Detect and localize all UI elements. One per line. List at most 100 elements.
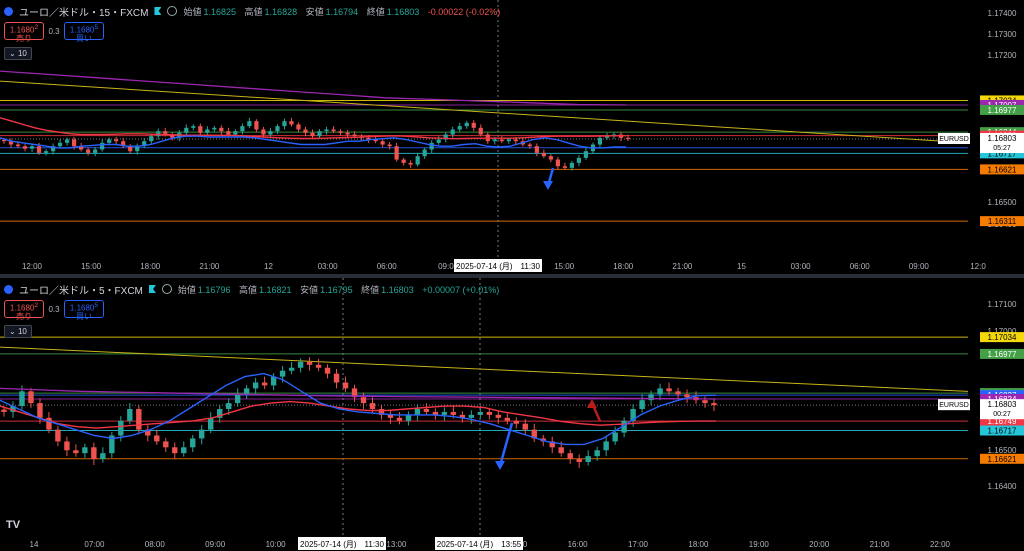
candle	[145, 429, 151, 436]
candle	[109, 435, 115, 454]
candle	[149, 136, 154, 142]
data-status-icon[interactable]	[167, 6, 178, 16]
flag-icon[interactable]	[148, 285, 156, 293]
data-status-icon[interactable]	[161, 284, 172, 294]
price-level-label: 1.16749	[988, 417, 1017, 426]
crosshair-date-label: 2025-07-14 (月) 11:30	[456, 262, 540, 271]
candle	[468, 414, 475, 418]
crosshair-date-tag	[454, 259, 542, 272]
candle	[443, 134, 448, 140]
pane-divider[interactable]	[0, 274, 1024, 278]
chart-header: ユーロ／米ドル・15・FXCM 始値 1.16825 高値 1.16828 安値 1.…	[4, 4, 500, 19]
x-tick-label: 16:00	[568, 540, 589, 549]
price-level-tag	[980, 164, 1024, 175]
ma-fast-line	[0, 135, 626, 149]
chart-canvas-15m[interactable]: 1.174001.173001.172001.165001.164001.170…	[0, 0, 1024, 274]
candle	[135, 146, 140, 152]
candle	[36, 146, 42, 153]
y-tick-label: 1.17300	[988, 30, 1017, 39]
buy-button[interactable]: 1.16805 買い	[64, 300, 104, 320]
candle	[29, 146, 35, 149]
lots-selector[interactable]: ⌄ 10	[4, 47, 32, 60]
x-tick-label: 15	[737, 262, 746, 271]
candle	[569, 162, 575, 168]
flag-icon[interactable]	[154, 7, 162, 15]
candle	[10, 406, 16, 412]
candle	[217, 409, 223, 418]
ma-slow-line	[0, 117, 627, 140]
crosshair-date-tag	[298, 537, 386, 550]
x-tick-label: 06:00	[850, 262, 871, 271]
candle	[387, 414, 394, 418]
candle	[43, 151, 49, 153]
candle	[199, 429, 205, 439]
candle	[422, 149, 427, 157]
high-value: 1.16828	[264, 6, 298, 17]
x-tick-label: 14	[30, 540, 39, 549]
candle	[261, 129, 266, 135]
candle	[226, 131, 231, 135]
x-tick-label: 21:00	[672, 262, 693, 271]
price-level-tag	[980, 148, 1024, 159]
sell-button[interactable]: 1.16802 売り	[4, 22, 44, 42]
candle	[136, 409, 142, 430]
x-tick-label: 13:00	[386, 540, 407, 549]
candle	[118, 420, 124, 436]
candle	[170, 134, 175, 138]
current-price-tag	[980, 399, 1024, 420]
candle	[603, 441, 609, 451]
candle	[499, 139, 504, 142]
candle	[128, 146, 133, 152]
candle	[562, 166, 568, 168]
ma-purple-line	[0, 70, 627, 106]
close-value: 1.16803	[386, 6, 420, 17]
candle	[64, 139, 70, 143]
candle	[548, 156, 553, 160]
candle	[268, 131, 273, 135]
trend-line	[0, 80, 969, 144]
x-tick-label: 21:00	[199, 262, 220, 271]
candle	[711, 403, 717, 406]
candle	[648, 394, 654, 401]
symbol-title[interactable]: ユーロ／米ドル・15・FXCM	[19, 7, 149, 19]
candle	[675, 391, 681, 395]
low-value: 1.16795	[320, 284, 353, 295]
candle	[282, 121, 287, 127]
candle	[324, 129, 329, 132]
chart-pane-5m[interactable]: 1.17100 1.17000 1.16500 1.16400 1.17034 1.169…	[0, 278, 1024, 551]
candle	[172, 447, 178, 454]
candle	[28, 391, 34, 404]
symbol-tag	[938, 133, 970, 145]
candle	[93, 149, 98, 153]
candle	[450, 129, 455, 135]
candle	[513, 420, 519, 424]
candle	[107, 139, 112, 143]
x-tick-label: 15:00	[81, 262, 102, 271]
sell-button[interactable]: 1.16802 売り	[4, 300, 44, 320]
candle	[513, 139, 518, 142]
spread-value: 0.3	[48, 304, 60, 314]
candle	[279, 370, 286, 377]
candle	[296, 124, 301, 130]
candle	[219, 127, 224, 132]
candle	[288, 367, 295, 371]
chart-pane-15m[interactable]: 1.174001.173001.172001.165001.164001.170…	[0, 0, 1024, 274]
symbol-title[interactable]: ユーロ／米ドル・5・FXCM	[19, 285, 143, 297]
x-tick-label: 18:00	[140, 262, 161, 271]
candle	[396, 417, 403, 421]
candle	[181, 447, 187, 454]
chart-canvas-5m[interactable]: 1.17100 1.17000 1.16500 1.16400 1.17034 1.169…	[0, 278, 1024, 551]
drawn-arrow	[498, 422, 514, 467]
lots-selector[interactable]: ⌄ 10	[4, 325, 32, 338]
candle	[702, 400, 708, 404]
x-tick-label: 09:00	[205, 540, 226, 549]
candle	[342, 382, 349, 389]
candle	[324, 367, 331, 374]
candle	[8, 141, 14, 145]
candle	[459, 414, 466, 418]
candle	[1, 409, 7, 412]
price-level-label: 1.16977	[988, 350, 1017, 359]
y-tick-label: 1.17200	[988, 51, 1017, 60]
buy-button[interactable]: 1.16805 買い	[64, 22, 104, 42]
candle	[127, 409, 133, 421]
